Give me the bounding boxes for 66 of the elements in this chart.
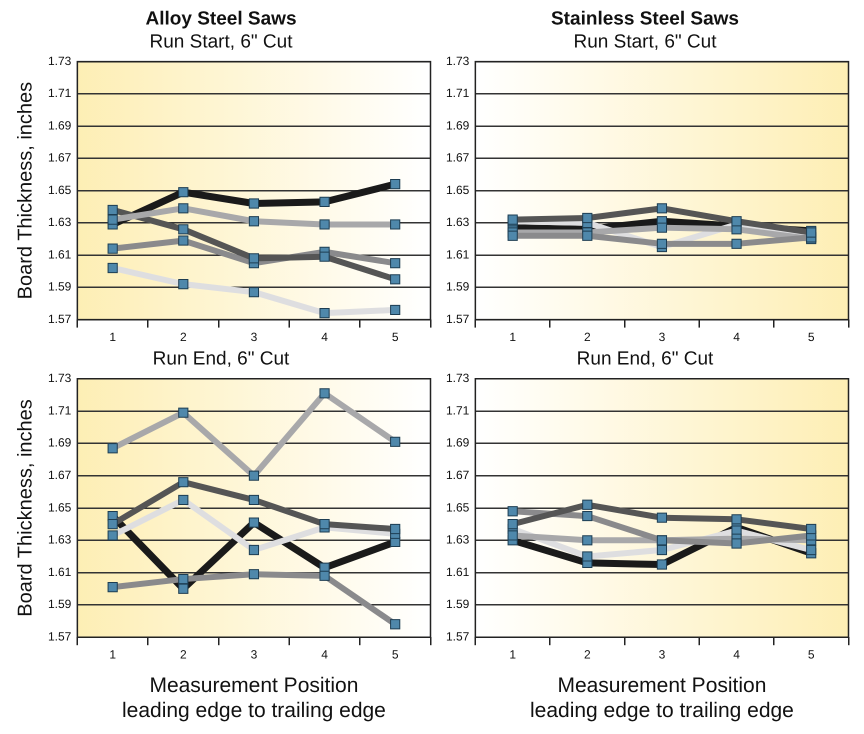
y-tick-label: 1.67 — [446, 468, 470, 482]
y-tick-label: 1.71 — [48, 403, 72, 418]
y-tick-label: 1.67 — [48, 150, 72, 165]
y-tick-label: 1.65 — [446, 182, 470, 197]
chart-subtitle: Run End, 6" Cut — [152, 348, 290, 370]
chart-subtitle: Run End, 6" Cut — [576, 348, 714, 370]
y-tick-label: 1.59 — [446, 597, 470, 612]
x-tick-label: 5 — [392, 648, 399, 662]
chart-subtitle: Run Start, 6" Cut — [574, 31, 718, 52]
y-tick-label: 1.65 — [48, 182, 72, 197]
chart-title: Alloy Steel Saws — [145, 8, 297, 30]
y-tick-label: 1.71 — [446, 403, 470, 418]
x-tick-label: 1 — [509, 648, 516, 662]
y-tick-label: 1.61 — [446, 564, 470, 579]
y-tick-label: 1.63 — [48, 215, 72, 230]
x-tick-label: 3 — [658, 648, 666, 662]
y-tick-label: 1.65 — [48, 500, 72, 514]
chart-subtitle: Run Start, 6" Cut — [150, 31, 294, 52]
y-tick-label: 1.61 — [446, 247, 470, 262]
x-tick-label: 5 — [808, 330, 815, 344]
y-tick-label: 1.71 — [48, 86, 72, 100]
x-tick-label: 5 — [808, 648, 815, 662]
y-tick-label: 1.73 — [48, 54, 72, 68]
x-tick-label: 4 — [321, 648, 328, 662]
y-tick-label: 1.67 — [446, 150, 470, 165]
y-tick-label: 1.61 — [48, 564, 72, 579]
x-tick-label: 1 — [509, 330, 516, 344]
y-axis-title: Board Thickness, inches — [14, 399, 37, 617]
x-axis-title: Measurement Position leading edge to trailing edge — [530, 674, 794, 722]
y-tick-label: 1.69 — [446, 436, 470, 450]
y-tick-label: 1.63 — [446, 532, 470, 547]
y-tick-label: 1.67 — [48, 468, 72, 482]
chart-title: Stainless Steel Saws — [551, 8, 739, 30]
y-axis-title: Board Thickness, inches — [14, 82, 37, 300]
y-tick-label: 1.73 — [446, 371, 470, 386]
x-tick-label: 5 — [392, 330, 399, 344]
x-tick-label: 3 — [658, 330, 666, 344]
y-tick-label: 1.63 — [446, 215, 470, 230]
y-tick-label: 1.69 — [48, 436, 72, 450]
y-tick-label: 1.59 — [48, 280, 72, 294]
x-tick-label: 3 — [250, 330, 258, 344]
x-tick-label: 2 — [584, 648, 591, 662]
x-tick-label: 2 — [180, 330, 187, 344]
y-tick-label: 1.73 — [48, 371, 72, 386]
x-tick-label: 4 — [321, 330, 328, 344]
y-tick-label: 1.73 — [446, 54, 470, 68]
y-tick-label: 1.57 — [446, 630, 470, 644]
y-tick-label: 1.57 — [48, 630, 72, 644]
x-tick-label: 3 — [250, 648, 258, 662]
x-tick-label: 2 — [180, 648, 187, 662]
x-tick-label: 1 — [109, 330, 116, 344]
y-tick-label: 1.63 — [48, 532, 72, 547]
y-tick-label: 1.61 — [48, 247, 72, 262]
y-tick-label: 1.65 — [446, 500, 470, 514]
y-tick-label: 1.59 — [48, 597, 72, 612]
x-tick-label: 4 — [733, 330, 740, 344]
y-tick-label: 1.69 — [48, 118, 72, 132]
y-tick-label: 1.59 — [446, 280, 470, 294]
x-tick-label: 4 — [733, 648, 740, 662]
x-tick-label: 2 — [584, 330, 591, 344]
y-tick-label: 1.71 — [446, 86, 470, 100]
x-tick-label: 1 — [109, 648, 116, 662]
y-tick-label: 1.57 — [446, 312, 470, 326]
y-tick-label: 1.57 — [48, 312, 72, 326]
x-axis-title: Measurement Position leading edge to trailing edge — [122, 674, 386, 722]
y-tick-label: 1.69 — [446, 118, 470, 132]
